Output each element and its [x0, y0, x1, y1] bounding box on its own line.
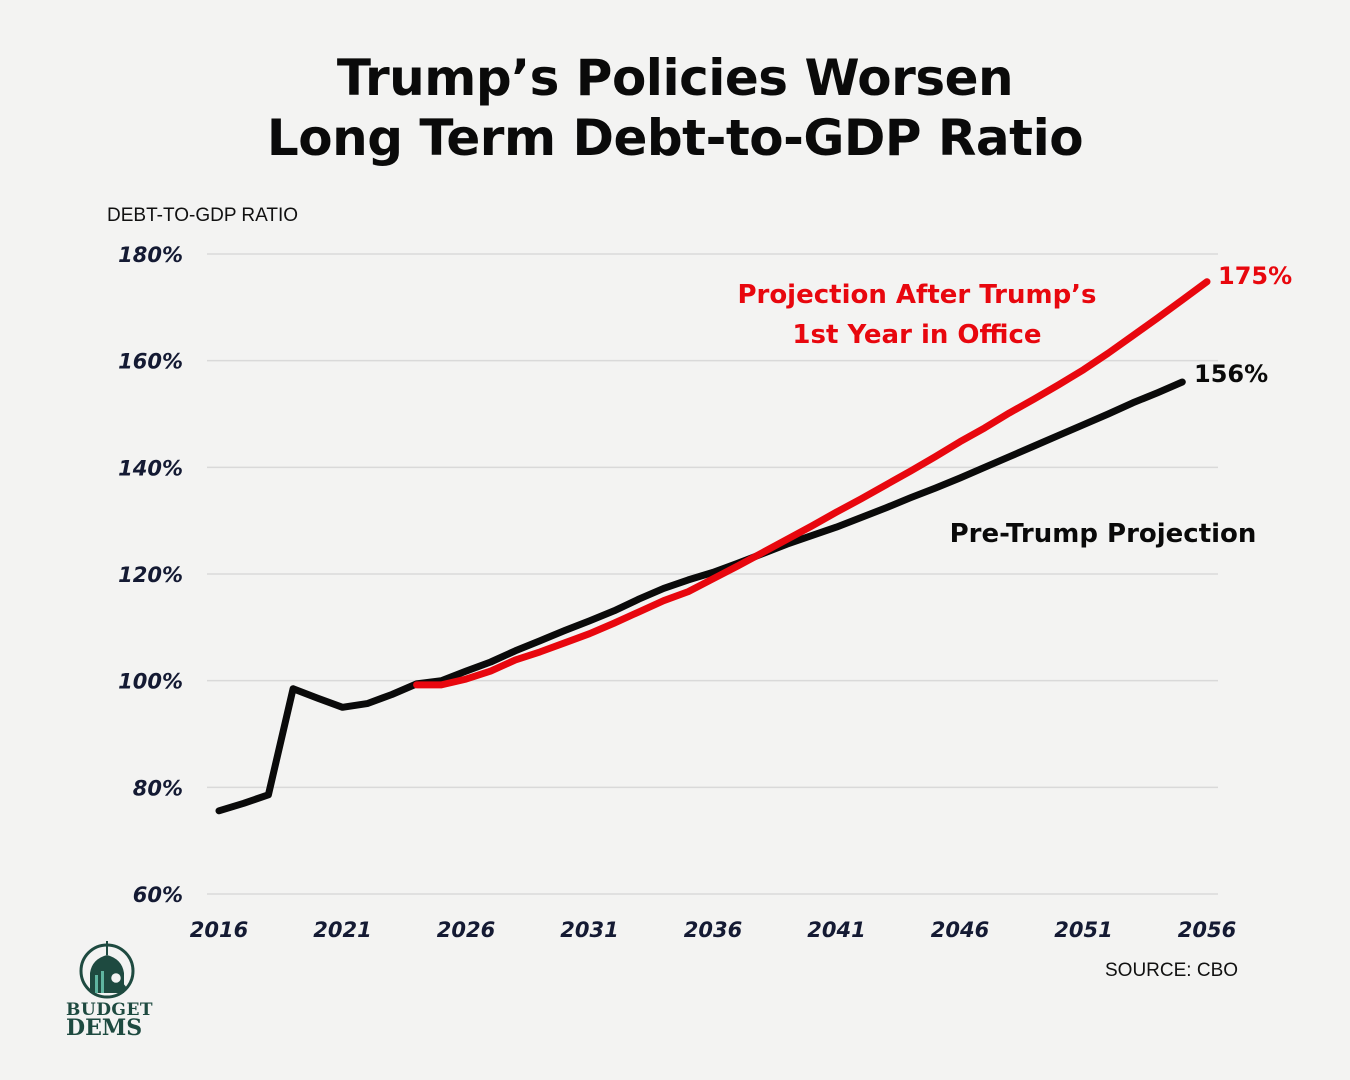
- logo-text-budget: BUDGET: [66, 1000, 154, 1020]
- y-tick-label: 180%: [118, 243, 183, 267]
- x-tick-label: 2046: [931, 918, 989, 942]
- x-tick-label: 2021: [313, 918, 371, 942]
- series-lines: [215, 278, 1211, 815]
- y-tick-label: 120%: [118, 563, 183, 587]
- black-series-label: Pre-Trump Projection: [950, 519, 1257, 549]
- x-tick-labels: 2016 2021 2026 2031 2036 2041 2046 2051 2056: [190, 918, 1236, 942]
- x-tick-label: 2016: [190, 918, 248, 942]
- red-end-value-label: 175%: [1218, 262, 1292, 290]
- pre-trump-projection-line: [215, 378, 1186, 815]
- y-tick-label: 60%: [133, 883, 183, 907]
- red-series-label-line-1: Projection After Trump’s: [737, 280, 1096, 310]
- y-tick-label: 160%: [118, 350, 183, 374]
- x-tick-label: 2031: [560, 918, 618, 942]
- red-series-label-line-2: 1st Year in Office: [792, 320, 1041, 350]
- title-line-2: Long Term Debt-to-GDP Ratio: [266, 109, 1084, 167]
- x-tick-label: 2041: [807, 918, 865, 942]
- x-tick-label: 2026: [437, 918, 495, 942]
- y-axis-label: DEBT-TO-GDP RATIO: [107, 205, 299, 226]
- y-tick-labels: 60% 80% 100% 120% 140% 160% 180%: [118, 243, 183, 907]
- source-note: SOURCE: CBO: [1105, 960, 1239, 981]
- title-line-1: Trump’s Policies Worsen: [336, 49, 1014, 107]
- y-tick-label: 100%: [118, 670, 183, 694]
- x-tick-label: 2056: [1178, 918, 1236, 942]
- chart-title: Trump’s Policies Worsen Long Term Debt-t…: [0, 48, 1350, 168]
- y-tick-label: 80%: [133, 776, 183, 800]
- x-tick-label: 2036: [684, 918, 742, 942]
- x-tick-label: 2051: [1054, 918, 1112, 942]
- logo-text-dems: DEMS: [66, 1015, 143, 1041]
- y-tick-label: 140%: [118, 456, 183, 480]
- capitol-dome-magnifier-icon: [79, 941, 135, 999]
- black-end-value-label: 156%: [1194, 360, 1268, 388]
- post-trump-projection-line: [413, 278, 1211, 689]
